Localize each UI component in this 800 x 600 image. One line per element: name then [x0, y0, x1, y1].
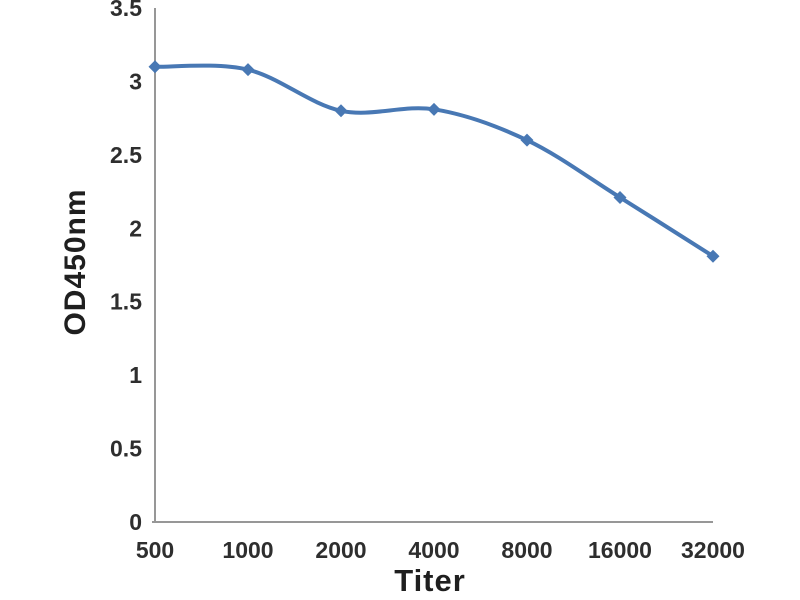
x-tick-label: 16000 — [588, 537, 652, 563]
y-tick-label: 2 — [129, 215, 142, 241]
data-point-marker — [241, 63, 255, 77]
data-point-marker — [427, 102, 441, 116]
data-point-marker — [334, 104, 348, 118]
y-tick-label: 0 — [129, 509, 142, 535]
data-point-marker — [520, 133, 534, 147]
x-tick-label: 8000 — [501, 537, 552, 563]
x-tick-label: 2000 — [315, 537, 366, 563]
x-tick-label: 4000 — [408, 537, 459, 563]
x-axis-title: Titer — [394, 563, 466, 598]
data-point-marker — [706, 249, 720, 263]
data-point-marker — [613, 190, 627, 204]
y-axis-title: OD450nm — [59, 188, 92, 336]
y-tick-label: 2.5 — [110, 142, 142, 168]
data-point-marker — [148, 60, 162, 74]
x-tick-label: 500 — [136, 537, 174, 563]
y-tick-label: 3.5 — [110, 0, 142, 21]
y-tick-label: 1.5 — [110, 289, 142, 315]
y-tick-label: 1 — [129, 362, 142, 388]
x-tick-label: 32000 — [681, 537, 745, 563]
y-tick-label: 0.5 — [110, 436, 142, 462]
y-tick-label: 3 — [129, 68, 142, 94]
series-line — [153, 63, 715, 259]
x-tick-label: 1000 — [222, 537, 273, 563]
